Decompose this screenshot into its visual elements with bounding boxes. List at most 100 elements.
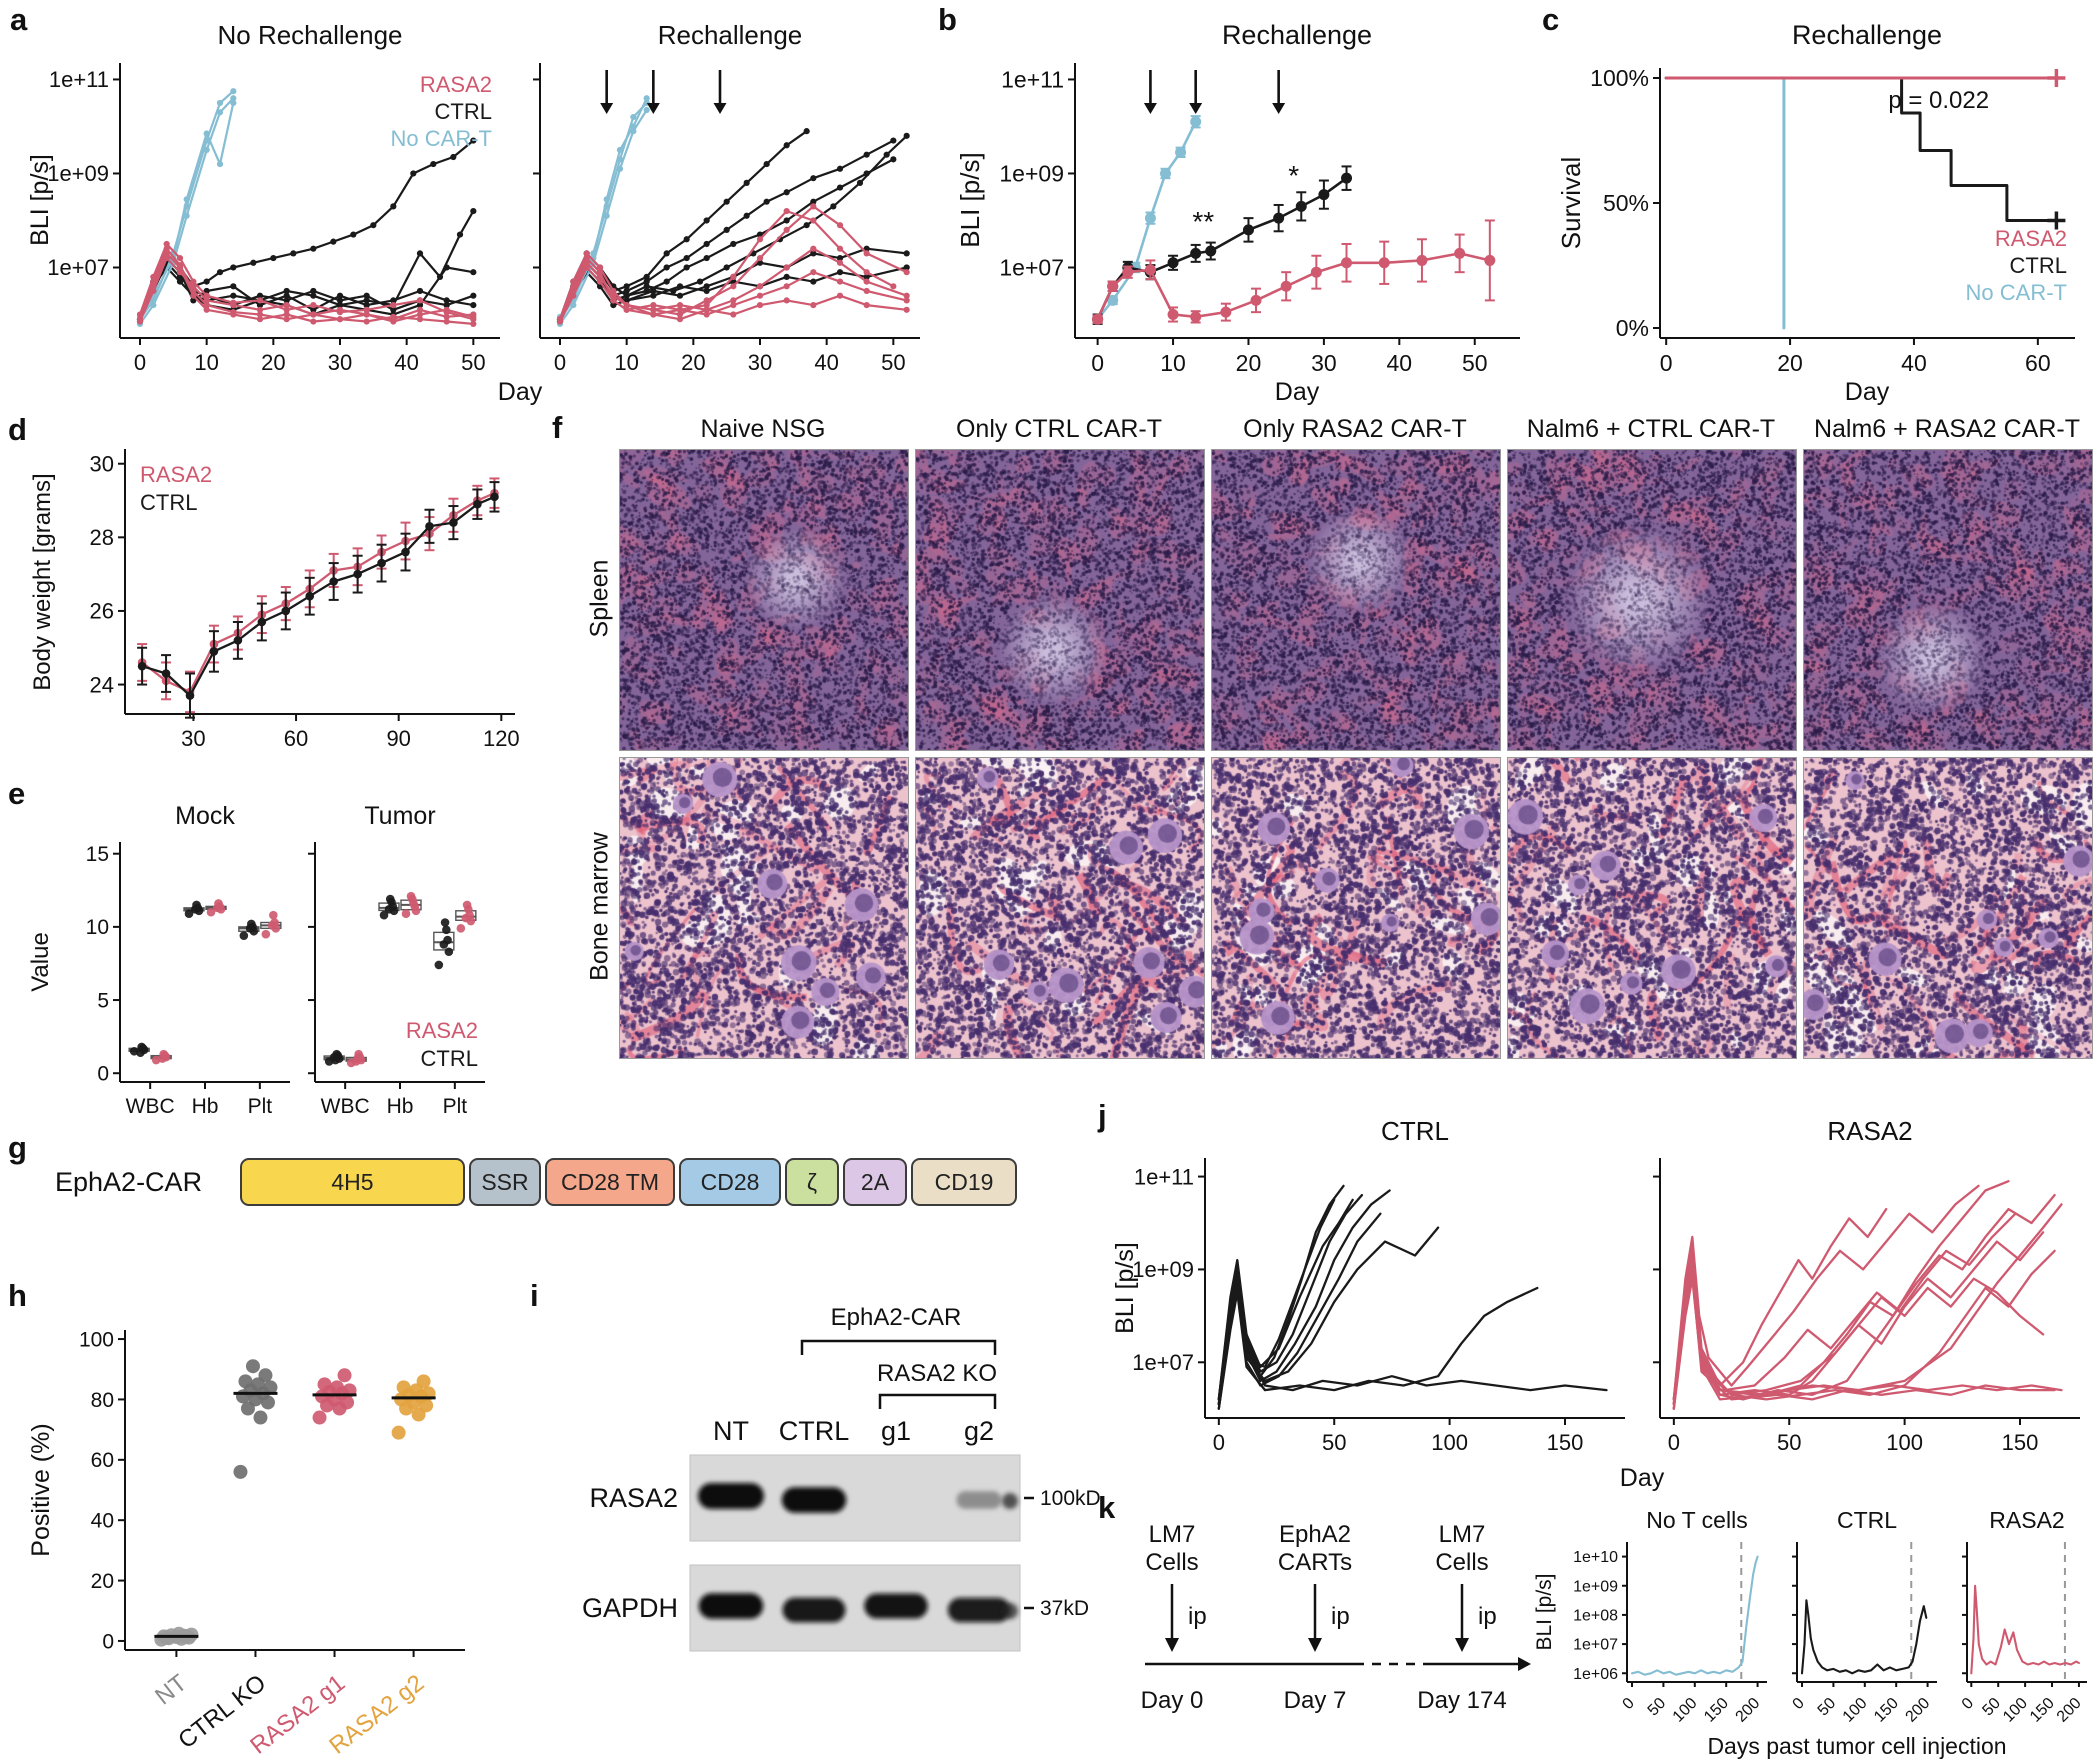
marker-label: 37kD bbox=[1040, 1597, 1089, 1620]
histology-image-bone-marrow-5 bbox=[1803, 757, 2093, 1059]
x-tick-label: 200 bbox=[1733, 1695, 1764, 1726]
data-point bbox=[730, 273, 737, 280]
y-tick-label: 0 bbox=[97, 1063, 109, 1086]
x-axis-label: Days past tumor cell injection bbox=[1707, 1733, 2006, 1759]
data-point bbox=[623, 283, 630, 290]
event-arrowhead bbox=[1455, 1638, 1469, 1652]
x-tick-label: 30 bbox=[1311, 350, 1337, 376]
data-point bbox=[676, 283, 684, 290]
data-point bbox=[317, 1377, 332, 1392]
subplot-title: No Rechallenge bbox=[217, 20, 402, 50]
injection-arrowhead bbox=[1272, 103, 1286, 114]
data-point bbox=[1250, 294, 1262, 306]
x-tick-label: 30 bbox=[181, 726, 205, 751]
data-point bbox=[401, 909, 411, 919]
data-point bbox=[176, 264, 184, 271]
bracket-label-epha2-car: EphA2-CAR bbox=[831, 1304, 962, 1331]
data-point bbox=[730, 297, 737, 304]
data-point bbox=[1107, 280, 1119, 292]
data-point bbox=[184, 909, 194, 919]
data-point bbox=[650, 301, 657, 309]
data-point bbox=[353, 569, 362, 579]
x-tick-label: 150 bbox=[1701, 1695, 1732, 1726]
y-axis-label: BLI [p/s] bbox=[26, 154, 54, 246]
data-point bbox=[783, 226, 790, 233]
data-point bbox=[391, 1425, 406, 1440]
data-point bbox=[836, 254, 844, 262]
subplot-title: RASA2 bbox=[1989, 1507, 2064, 1533]
protein-band bbox=[782, 1597, 846, 1623]
data-point bbox=[439, 940, 449, 949]
subplot-title: No T cells bbox=[1646, 1507, 1747, 1533]
x-axis-label: Day bbox=[1275, 378, 1320, 406]
histology-image-bone-marrow-1 bbox=[619, 757, 909, 1059]
data-point bbox=[470, 137, 477, 144]
data-point bbox=[159, 1630, 174, 1645]
series-line bbox=[1217, 1189, 1391, 1406]
legend-item: RASA2 bbox=[420, 72, 492, 97]
y-tick-label: 100% bbox=[1590, 65, 1649, 91]
panel-label-b: b bbox=[938, 2, 957, 37]
y-tick-label: 20 bbox=[91, 1570, 114, 1593]
data-point bbox=[863, 278, 870, 285]
data-point bbox=[203, 306, 210, 313]
panel-label-f: f bbox=[552, 410, 563, 445]
histology-image-spleen-1 bbox=[619, 449, 909, 751]
series-line bbox=[1672, 1249, 2063, 1401]
data-point bbox=[336, 301, 344, 309]
event-label-line1: LM7 bbox=[1439, 1521, 1486, 1548]
data-point bbox=[696, 278, 704, 285]
data-point bbox=[329, 577, 338, 586]
data-point bbox=[836, 278, 844, 285]
x-tick-label: 50 bbox=[1815, 1695, 1840, 1720]
data-point bbox=[803, 128, 810, 135]
data-point bbox=[233, 636, 243, 645]
data-point bbox=[377, 558, 386, 568]
y-tick-label: 1e+07 bbox=[1132, 1350, 1194, 1375]
data-point bbox=[1341, 172, 1353, 184]
data-point bbox=[663, 250, 670, 257]
event-arrowhead bbox=[1308, 1638, 1322, 1652]
panel-label-e: e bbox=[8, 776, 26, 811]
injection-arrowhead bbox=[1143, 103, 1157, 114]
data-point bbox=[256, 297, 264, 304]
data-point bbox=[206, 907, 216, 917]
data-point bbox=[810, 250, 817, 257]
data-point bbox=[425, 521, 434, 531]
data-point bbox=[903, 292, 910, 299]
x-axis-label: Day bbox=[1845, 378, 1890, 406]
y-tick-label: 1e+09 bbox=[47, 161, 109, 186]
histology-image-bone-marrow-2 bbox=[915, 757, 1205, 1059]
data-point bbox=[703, 301, 710, 309]
y-axis-label: BLI [p/s] bbox=[955, 152, 985, 247]
data-point bbox=[330, 238, 337, 245]
data-point bbox=[203, 292, 210, 299]
data-point bbox=[703, 297, 710, 304]
data-point bbox=[890, 137, 897, 144]
histology-row-label: Spleen bbox=[585, 559, 614, 638]
data-point bbox=[676, 306, 684, 313]
series-line bbox=[1630, 1555, 1759, 1676]
day-label: Day 7 bbox=[1284, 1687, 1347, 1714]
data-point bbox=[783, 189, 790, 196]
y-axis-label: Body weight [grams] bbox=[29, 473, 56, 690]
data-point bbox=[830, 203, 837, 210]
data-point bbox=[1273, 212, 1285, 224]
data-point bbox=[663, 278, 670, 285]
x-tick-label: 100 bbox=[1431, 1430, 1468, 1455]
data-point bbox=[256, 292, 264, 299]
data-point bbox=[903, 132, 910, 139]
data-point bbox=[216, 109, 224, 116]
data-point bbox=[256, 306, 264, 313]
data-point bbox=[363, 318, 370, 325]
subplot-title: CTRL bbox=[1837, 1507, 1897, 1533]
y-tick-label: 1e+06 bbox=[1573, 1666, 1618, 1683]
data-point bbox=[370, 222, 377, 229]
data-point bbox=[863, 287, 870, 295]
data-point bbox=[329, 1052, 339, 1062]
data-point bbox=[643, 278, 650, 285]
x-tick-label: 150 bbox=[1871, 1695, 1902, 1726]
data-point bbox=[230, 311, 237, 318]
